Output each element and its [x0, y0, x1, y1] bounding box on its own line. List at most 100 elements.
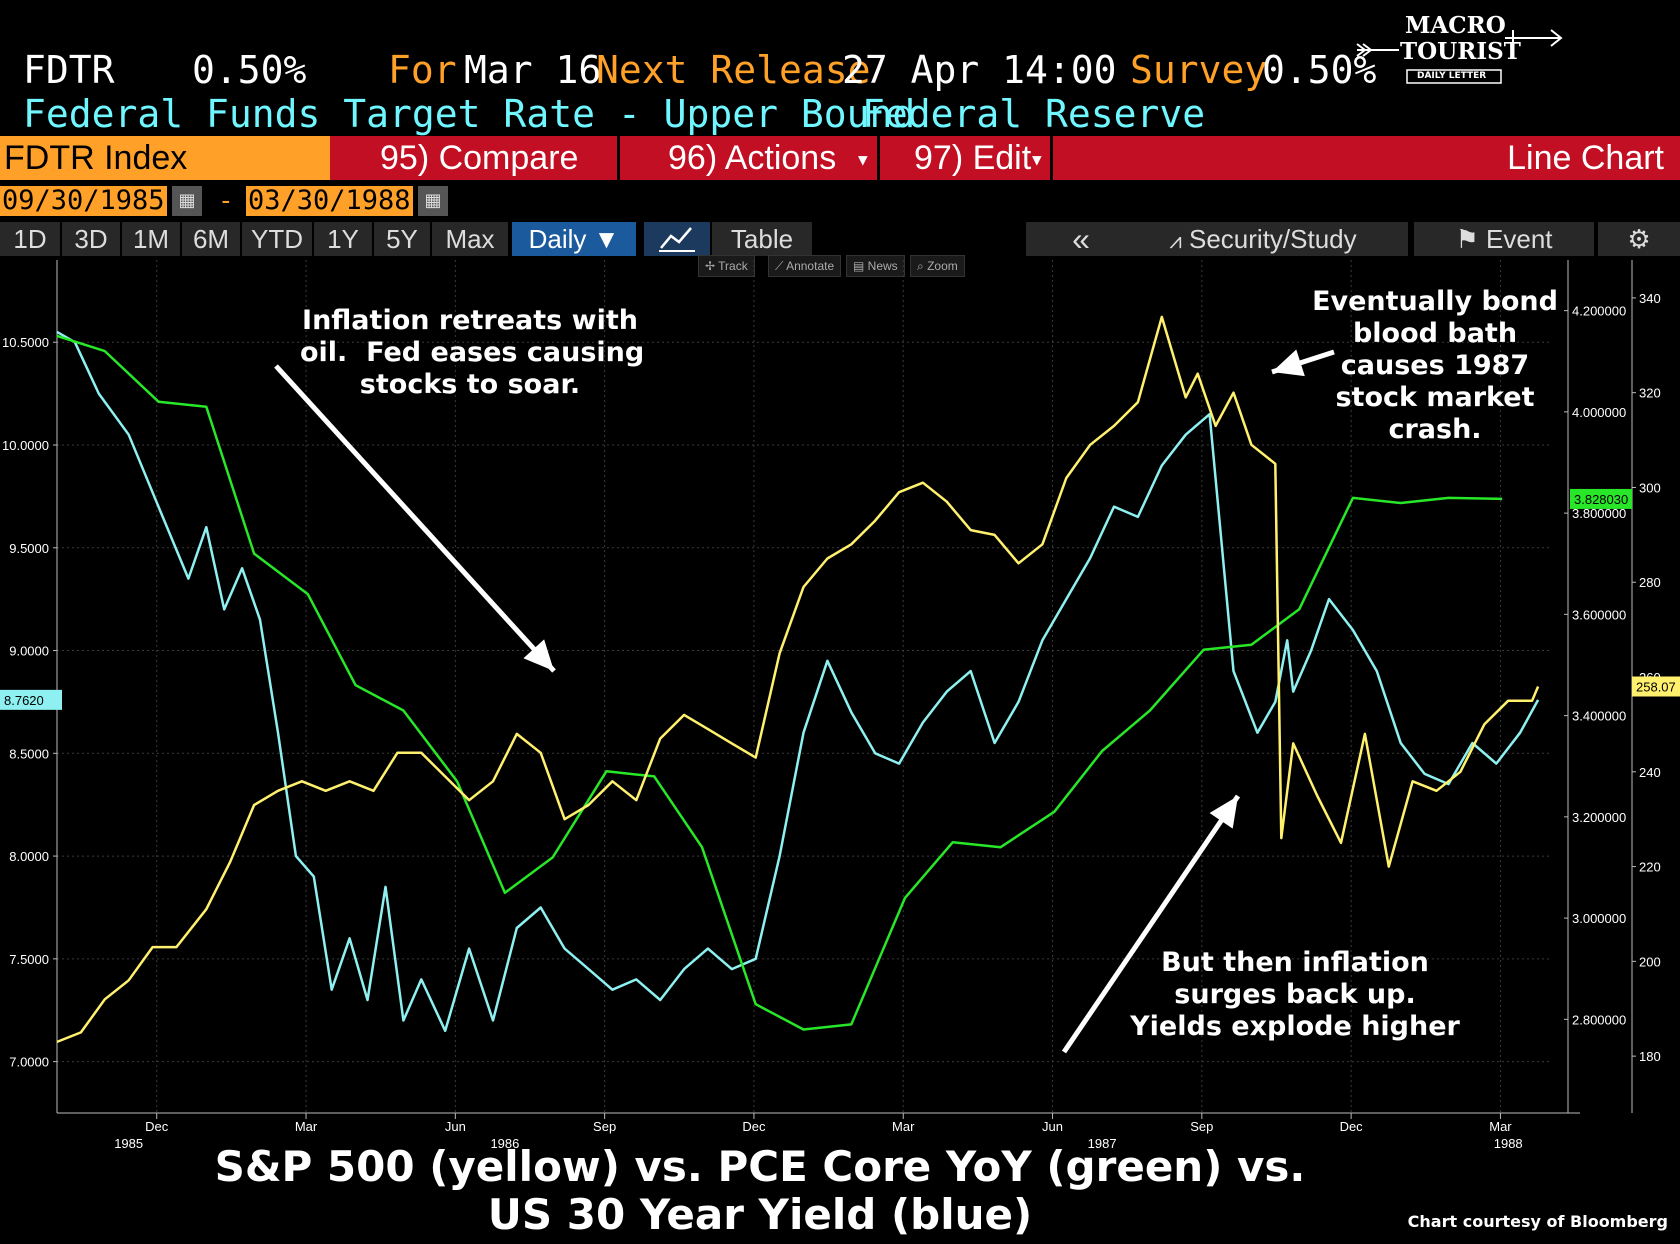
date-range-dash: - [218, 186, 234, 216]
y-tick-label-left: 8.0000 [9, 849, 49, 864]
index-field-label: FDTR Index [4, 139, 188, 177]
arrow-inflation-retreats [274, 364, 556, 673]
period-button-6m[interactable]: 6M [182, 222, 240, 256]
y-tick-label-mid: 3.000000 [1572, 911, 1626, 926]
last-value-tag-yellow-bg [1632, 676, 1680, 697]
security-study-label: Security/Study [1189, 224, 1357, 254]
security-description: Federal Funds Target Rate - Upper Bound [23, 92, 916, 136]
y-tick-label-right: 240 [1639, 765, 1661, 780]
macro-tourist-logo: MACRO TOURIST DAILY LETTER [1355, 8, 1575, 88]
arrow-inflation-retreats-head [523, 639, 554, 671]
back-button[interactable]: « [1026, 222, 1136, 256]
period-button-3d[interactable]: 3D [62, 222, 120, 256]
table-button[interactable]: Table [712, 222, 812, 256]
logo-line2: TOURIST [1400, 38, 1521, 65]
y-tick-label-right: 180 [1639, 1049, 1661, 1064]
command-separator [1050, 136, 1053, 180]
arrow-inflation-surges [1061, 794, 1241, 1054]
last-value-tag-yellow: 258.07 [1636, 680, 1676, 695]
caption-line2: US 30 Year Yield (blue) [487, 1190, 1033, 1239]
period-button-1d[interactable]: 1D [0, 222, 60, 256]
command-separator [877, 136, 880, 180]
x-tick-label: Mar [295, 1119, 318, 1134]
news-tool-label: News [867, 259, 898, 273]
start-date-input[interactable]: 09/30/1985 [0, 185, 167, 216]
gear-icon[interactable]: ⚙ [1598, 222, 1680, 256]
chart-type-label[interactable]: Line Chart [1507, 139, 1664, 177]
edit-chevron-icon: ▼ [1032, 150, 1042, 169]
y-tick-label-mid: 4.200000 [1572, 304, 1626, 319]
caption-line1: S&P 500 (yellow) vs. PCE Core YoY (green… [214, 1142, 1306, 1191]
y-tick-label-left: 8.5000 [9, 746, 49, 761]
next-release-value: 27 Apr 14:00 [842, 48, 1117, 92]
x-tick-label: Mar [1489, 1119, 1512, 1134]
chart-credit: Chart courtesy of Bloomberg [1407, 1212, 1668, 1231]
ticker: FDTR [23, 48, 115, 92]
track-tool[interactable]: ✢ Track [698, 255, 755, 277]
arrow-bond-blood-bath-head [1272, 349, 1305, 377]
series-line-blue [56, 330, 1540, 1033]
period-button-5y[interactable]: 5Y [374, 222, 430, 256]
y-tick-label-mid: 3.800000 [1572, 506, 1626, 521]
actions-button[interactable]: 96) Actions [668, 139, 837, 177]
y-tick-label-mid: 2.800000 [1572, 1012, 1626, 1027]
zoom-tool-label: Zoom [927, 259, 958, 273]
x-tick-label: Dec [1340, 1119, 1364, 1134]
period-button-ytd[interactable]: YTD [242, 222, 312, 256]
arrow-inflation-surges-head [1209, 796, 1238, 829]
y-tick-label-left: 7.0000 [9, 1055, 49, 1070]
compare-button[interactable]: 95) Compare [380, 139, 579, 177]
period-button-1y[interactable]: 1Y [314, 222, 372, 256]
annotation-inflation-surges: But then inflation surges back up. Yield… [1130, 947, 1460, 1042]
header-value: 0.50% [192, 48, 307, 92]
y-tick-label-left: 7.5000 [9, 952, 49, 967]
flag-icon: ⚑ [1455, 224, 1479, 254]
x-year-label: 1988 [1494, 1136, 1523, 1151]
security-study-icon: ⩘ [1169, 228, 1182, 253]
news-tool[interactable]: ▤ News [846, 255, 905, 277]
event-button[interactable]: ⚑ Event [1414, 222, 1594, 256]
y-tick-label-left: 9.5000 [9, 541, 49, 556]
period-button-1m[interactable]: 1M [122, 222, 180, 256]
annotation-inflation-retreats: Inflation retreats with oil. Fed eases c… [300, 305, 645, 400]
y-tick-label-right: 200 [1639, 954, 1661, 969]
x-year-label: 1987 [1088, 1136, 1117, 1151]
series-line-green [56, 334, 1503, 1031]
last-value-tag-green: 3.828030 [1574, 492, 1628, 507]
x-tick-label: Sep [1190, 1119, 1213, 1134]
calendar-icon[interactable]: ▦ [172, 186, 202, 216]
end-date-input[interactable]: 03/30/1988 [246, 185, 413, 216]
logo-line3: DAILY LETTER [1417, 71, 1487, 81]
annotate-tool[interactable]: ⟋ Annotate [768, 255, 842, 277]
x-year-label: 1986 [490, 1136, 519, 1151]
frequency-dropdown[interactable]: Daily ▼ [512, 222, 636, 256]
annotate-tool-label: Annotate [786, 259, 835, 273]
y-tick-label-right: 320 [1639, 386, 1661, 401]
calendar-icon[interactable]: ▦ [418, 186, 448, 216]
y-tick-label-right: 220 [1639, 860, 1661, 875]
x-tick-label: Jun [1042, 1119, 1063, 1134]
logo-arrows-icon [1356, 29, 1563, 84]
x-tick-label: Dec [145, 1119, 169, 1134]
event-label: Event [1486, 224, 1553, 254]
y-tick-label-mid: 3.600000 [1572, 607, 1626, 622]
y-tick-label-right: 280 [1639, 575, 1661, 590]
last-value-tag-blue-bg [0, 689, 62, 710]
security-source: Federal Reserve [862, 92, 1206, 136]
zoom-tool[interactable]: ⌕ Zoom [910, 255, 965, 277]
y-tick-label-mid: 4.000000 [1572, 405, 1626, 420]
last-value-tag-blue: 8.7620 [4, 693, 44, 708]
line-chart-icon[interactable] [644, 222, 710, 256]
last-value-tag-green-bg [1570, 488, 1632, 509]
y-tick-label-left: 10.0000 [2, 438, 49, 453]
y-tick-label-mid: 3.200000 [1572, 810, 1626, 825]
index-field[interactable]: FDTR Index [0, 136, 330, 180]
command-separator [617, 136, 620, 180]
x-tick-label: Jun [445, 1119, 466, 1134]
security-study-button[interactable]: ⩘ Security/Study [1118, 222, 1408, 256]
edit-button[interactable]: 97) Edit [914, 139, 1032, 177]
period-button-max[interactable]: Max [432, 222, 508, 256]
y-tick-label-left: 9.0000 [9, 644, 49, 659]
track-tool-label: Track [718, 259, 748, 273]
